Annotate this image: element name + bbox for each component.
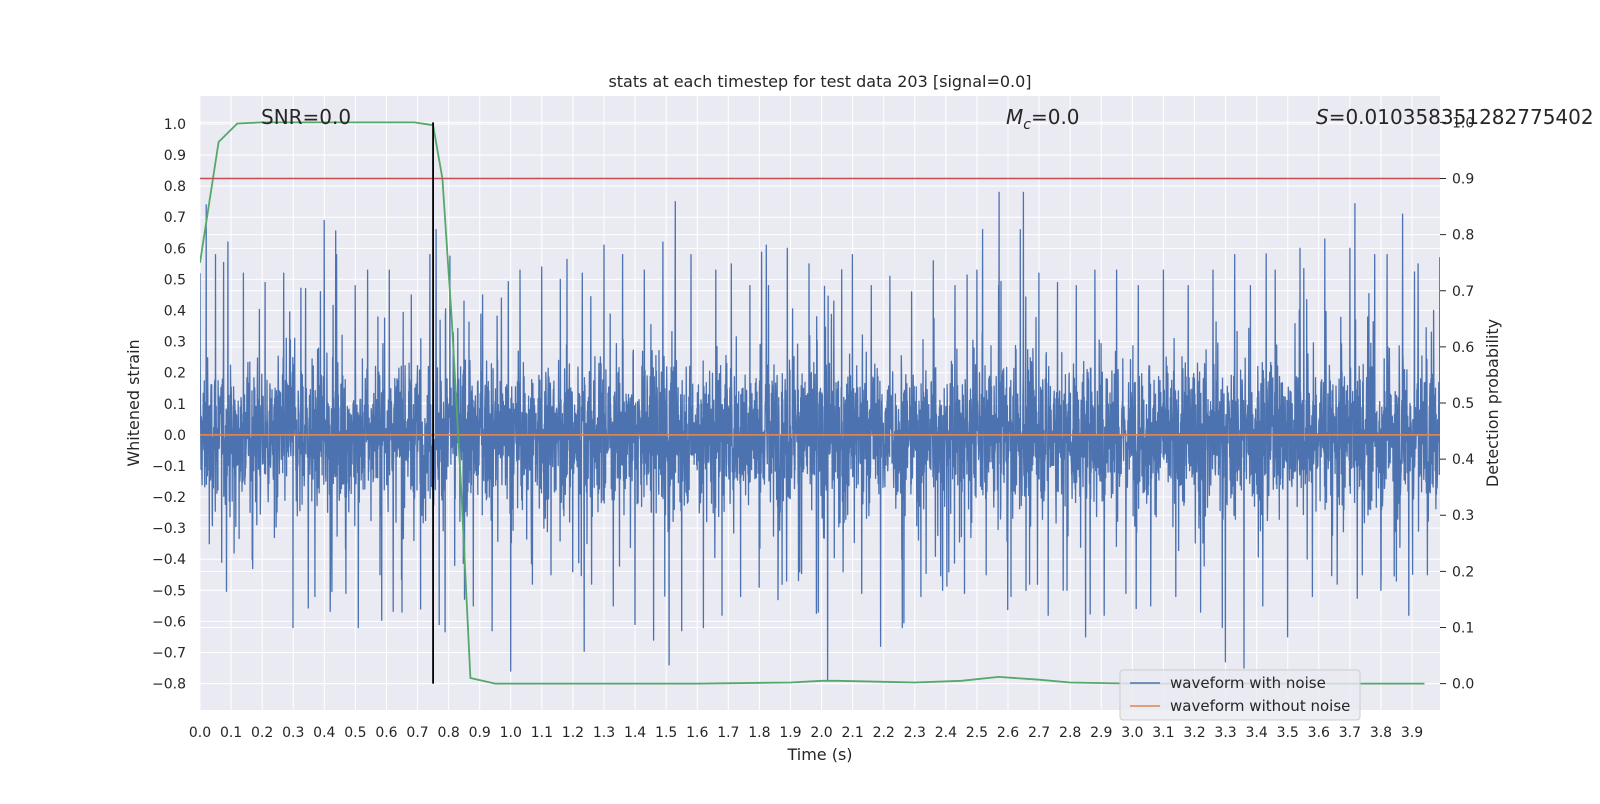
x-tick-label: 0.1: [220, 725, 242, 741]
x-tick-label: 0.7: [406, 725, 428, 741]
x-tick-label: 2.6: [997, 725, 1019, 741]
x-tick-label: 3.8: [1370, 725, 1392, 741]
legend-box: [1119, 669, 1361, 721]
y-left-tick-label: −0.7: [152, 645, 186, 661]
x-tick-label: 2.7: [1028, 725, 1050, 741]
s-value: =0.010358351282775402: [1329, 105, 1594, 129]
x-tick-label: 1.7: [717, 725, 739, 741]
x-tick-label: 2.0: [810, 725, 832, 741]
s-symbol: S: [1316, 105, 1329, 129]
x-tick-label: 0.5: [344, 725, 366, 741]
legend: waveform with noise waveform without noi…: [1119, 669, 1361, 721]
chirp-mass-symbol: M: [1006, 105, 1023, 129]
y-right-tick-label: 0.5: [1452, 396, 1474, 412]
chart-title: stats at each timestep for test data 203…: [608, 72, 1031, 91]
y-left-tick-label: 0.2: [164, 366, 186, 382]
x-tick-label: 0.2: [251, 725, 273, 741]
x-tick-label: 1.3: [593, 725, 615, 741]
legend-label-waveform-without-noise: waveform without noise: [1170, 697, 1350, 715]
y-left-tick-label: 0.7: [164, 210, 186, 226]
x-tick-label: 3.9: [1401, 725, 1423, 741]
x-tick-label: 0.4: [313, 725, 335, 741]
x-tick-label: 1.2: [562, 725, 584, 741]
y-left-tick-label: −0.8: [152, 677, 186, 693]
x-tick-label: 1.4: [624, 725, 646, 741]
x-tick-label: 3.3: [1214, 725, 1236, 741]
x-tick-label: 1.0: [500, 725, 522, 741]
x-tick-label: 2.9: [1090, 725, 1112, 741]
y-left-axis-ticks: 1.0 0.9 0.8 0.7 0.6 0.5 0.4 0.3 0.2 0.1 0.0 −0.1 −0.…: [152, 117, 186, 693]
x-tick-label: 3.7: [1339, 725, 1361, 741]
chirp-mass-value: =0.0: [1031, 105, 1080, 129]
x-tick-label: 1.1: [531, 725, 553, 741]
y-right-tick-label: 0.3: [1452, 508, 1474, 524]
y-left-tick-label: 0.5: [164, 272, 186, 288]
y-left-tick-label: 0.3: [164, 335, 186, 351]
y-right-tick-label: 0.7: [1452, 284, 1474, 300]
y-left-tick-label: 1.0: [164, 117, 186, 133]
y-right-tick-label: 0.2: [1452, 564, 1474, 580]
x-tick-label: 2.1: [841, 725, 863, 741]
y-left-tick-label: 0.9: [164, 148, 186, 164]
x-tick-label: 2.3: [904, 725, 926, 741]
series-detection-probability: [200, 121, 1425, 685]
x-tick-label: 2.5: [966, 725, 988, 741]
y-left-tick-label: −0.3: [152, 521, 186, 537]
y-right-tick-label: 0.1: [1452, 620, 1474, 636]
x-tick-label: 3.4: [1246, 725, 1268, 741]
y-left-tick-label: −0.5: [152, 583, 186, 599]
y-left-tick-label: −0.6: [152, 614, 186, 630]
s-annotation: S=0.010358351282775402: [1316, 105, 1594, 129]
y-left-tick-label: −0.2: [152, 490, 186, 506]
series-waveform-with-noise: [200, 191, 1440, 682]
x-tick-label: 0.8: [437, 725, 459, 741]
y-left-tick-label: 0.4: [164, 304, 186, 320]
x-axis-label: Time (s): [786, 745, 852, 764]
y-right-tick-label: 0.6: [1452, 340, 1474, 356]
y-right-tick-label: 0.4: [1452, 452, 1474, 468]
x-tick-label: 3.1: [1152, 725, 1174, 741]
legend-label-waveform-with-noise: waveform with noise: [1170, 674, 1326, 692]
y-left-tick-label: 0.0: [164, 428, 186, 444]
y-left-tick-label: −0.4: [152, 552, 186, 568]
x-tick-label: 3.2: [1183, 725, 1205, 741]
y-left-tick-label: 0.8: [164, 179, 186, 195]
x-tick-label: 2.2: [873, 725, 895, 741]
x-tick-label: 0.9: [469, 725, 491, 741]
y-left-axis-label: Whitened strain: [124, 339, 143, 466]
snr-annotation: SNR=0.0: [261, 105, 351, 129]
y-right-axis-ticks: 1.0 0.9 0.8 0.7 0.6 0.5 0.4 0.3 0.2 0.1 0.0: [1440, 115, 1474, 693]
y-left-tick-label: −0.1: [152, 459, 186, 475]
x-tick-label: 3.5: [1277, 725, 1299, 741]
series-layer: [200, 121, 1440, 685]
x-tick-label: 2.4: [935, 725, 957, 741]
x-tick-label: 0.6: [375, 725, 397, 741]
x-tick-label: 0.3: [282, 725, 304, 741]
y-left-tick-label: 0.1: [164, 397, 186, 413]
x-tick-label: 3.6: [1308, 725, 1330, 741]
x-axis-ticks: 0.0 0.1 0.2 0.3 0.4 0.5 0.6 0.7 0.8 0.9 1.0 1.1 1.2 1…: [189, 725, 1423, 741]
y-right-tick-label: 0.9: [1452, 172, 1474, 188]
x-tick-label: 1.9: [779, 725, 801, 741]
x-tick-label: 1.5: [655, 725, 677, 741]
y-right-axis-label: Detection probability: [1483, 319, 1502, 487]
y-left-tick-label: 0.6: [164, 241, 186, 257]
y-right-tick-label: 1.0: [1452, 115, 1474, 131]
chirp-mass-annotation: Mc=0.0: [1006, 105, 1080, 133]
y-right-tick-label: 0.8: [1452, 228, 1474, 244]
y-right-tick-label: 0.0: [1452, 677, 1474, 693]
x-tick-label: 0.0: [189, 725, 211, 741]
x-tick-label: 3.0: [1121, 725, 1143, 741]
x-tick-label: 1.6: [686, 725, 708, 741]
x-tick-label: 2.8: [1059, 725, 1081, 741]
x-tick-label: 1.8: [748, 725, 770, 741]
chirp-mass-subscript: c: [1023, 117, 1031, 133]
